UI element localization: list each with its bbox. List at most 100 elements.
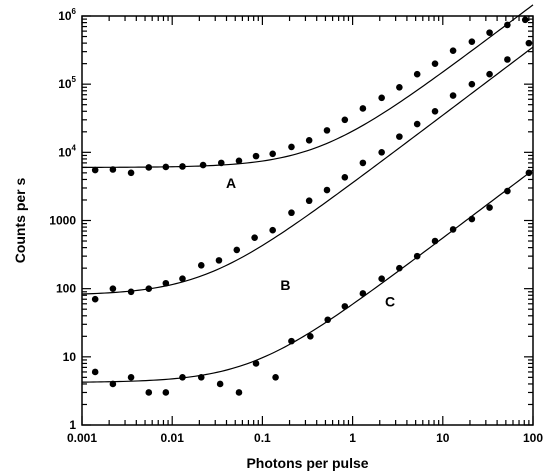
data-point-a [396,83,403,91]
x-axis-title: Photons per pulse [246,455,368,471]
data-points [91,16,533,396]
data-point-b [233,246,241,254]
data-point-c [145,389,153,396]
data-point-c [109,380,117,388]
y-tick-label: 10 [63,350,77,364]
fit-curve-c [81,169,534,383]
data-point-a [431,60,439,67]
data-point-b [378,149,385,156]
data-point-b [468,80,476,88]
data-point-a [359,105,367,112]
data-point-c [359,290,367,297]
data-point-c [179,374,186,381]
y-tick-label: 1000 [49,214,76,228]
data-point-a [127,169,135,177]
data-point-a [288,143,295,151]
data-point-b [323,186,331,194]
data-point-b [91,295,99,303]
y-tick-label: 100 [56,282,76,296]
data-point-a [91,166,99,174]
data-point-b [162,279,170,287]
data-point-b [109,285,117,292]
x-tick-label: 100 [523,431,543,445]
data-point-a [378,94,385,102]
y-axis-title: Counts per s [12,178,28,264]
y-tick-label: 104 [58,143,76,159]
data-point-a [145,164,153,171]
data-point-a [413,70,421,78]
data-point-a [269,150,276,158]
data-point-a [449,47,457,54]
data-point-c [449,226,457,233]
data-point-b [504,56,511,63]
y-tick-label: 1 [69,418,76,432]
data-point-a [341,116,349,124]
data-point-c [486,204,493,211]
data-point-c [504,187,511,195]
data-point-c [324,316,332,324]
x-tick-label: 0.001 [67,431,97,445]
y-tick-label: 105 [58,75,76,91]
data-point-a [504,21,511,29]
data-point-c [162,389,170,396]
data-point-c [307,333,314,340]
data-point-b [288,209,295,217]
data-point-b [215,257,223,264]
curve-label-a: A [226,175,236,191]
data-point-b [127,288,135,296]
x-tick-label: 1 [349,431,356,445]
data-point-c [378,275,385,283]
data-point-c [396,264,403,272]
fit-curves [81,4,534,383]
y-tick-label: 106 [58,7,76,23]
data-point-c [127,374,135,381]
data-point-b [449,92,457,99]
data-point-a [162,163,170,171]
data-point-c [272,374,279,381]
data-point-a [468,38,476,45]
data-point-c [431,237,439,245]
data-point-c [91,368,99,376]
data-point-a [486,29,493,36]
curve-labels: A B C [226,175,395,309]
data-point-b [396,133,403,140]
ticks [81,15,534,426]
data-point-c [413,252,421,260]
data-point-a [521,16,529,24]
data-point-b [431,107,439,115]
data-point-c [197,374,205,381]
fit-curve-a [82,4,534,168]
data-point-c [341,303,349,310]
data-point-b [305,197,313,205]
tick-labels: 0.001 0.01 0.1 1 10 100 1 10 100 1000 104 105 106 [49,7,543,445]
curve-label-b: B [280,277,290,293]
data-point-b [486,70,493,78]
data-point-b [413,120,421,128]
data-point-b [341,174,349,181]
data-point-c [235,389,243,396]
data-point-c [216,380,224,388]
data-point-a [217,159,225,167]
data-point-a [179,163,186,170]
data-point-b [179,275,186,283]
data-point-b [269,226,276,234]
x-tick-label: 10 [436,431,450,445]
data-point-a [252,152,260,160]
data-point-a [323,127,331,134]
curve-label-c: C [385,293,395,309]
x-tick-label: 0.01 [161,431,185,445]
data-point-b [359,159,367,167]
data-point-b [145,285,153,292]
data-point-a [235,157,243,165]
data-point-a [109,166,117,173]
data-point-c [468,215,476,223]
data-point-c [252,360,260,367]
fit-curve-b [81,46,534,295]
data-point-a [305,137,313,144]
data-point-b [251,234,258,241]
x-tick-label: 0.1 [254,431,271,445]
data-point-b [197,262,205,269]
data-point-c [288,337,295,345]
data-point-a [199,161,207,169]
